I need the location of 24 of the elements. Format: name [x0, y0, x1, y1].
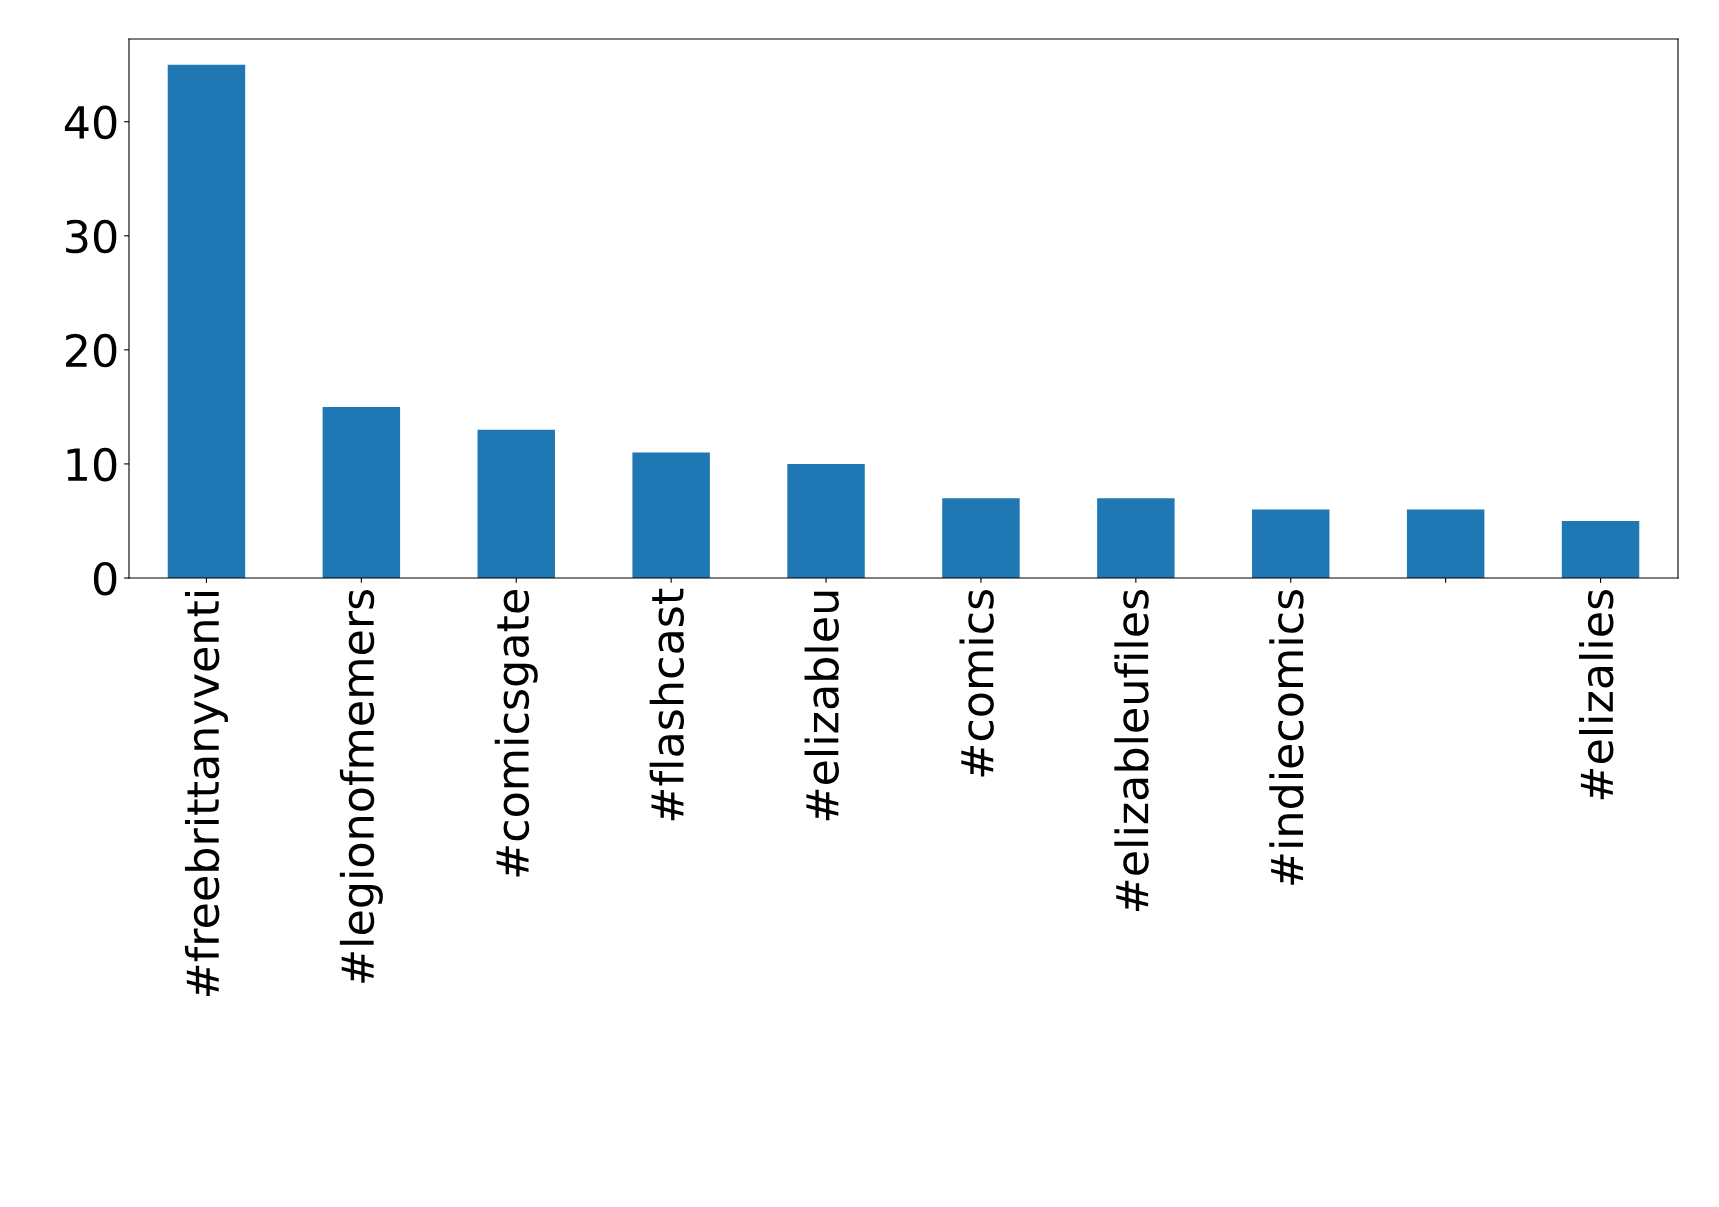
x-tick-label: #comics: [959, 589, 994, 777]
x-tick-label: #comicsgate: [494, 590, 538, 877]
x-tick-label: #elizableufiles: [1114, 589, 1149, 912]
y-tick-label: 30: [66, 219, 117, 254]
bar: [942, 498, 1020, 578]
y-tick-label: 0: [93, 561, 117, 596]
x-tick-label: #elizalies: [1579, 589, 1614, 800]
y-tick-label: 40: [64, 105, 117, 140]
x-tick-label: #elizableu: [804, 591, 839, 821]
bar: [167, 64, 246, 578]
x-tick-label: #legionofmemers: [339, 589, 383, 983]
bar: [632, 452, 710, 578]
bar: [787, 463, 865, 578]
bar: [1406, 509, 1485, 578]
y-tick-label: 20: [65, 333, 117, 368]
bar: [477, 429, 555, 578]
y-tick-label: 10: [67, 447, 117, 482]
bar: [322, 406, 401, 578]
bar: [1252, 509, 1330, 578]
x-tick-label: #flashcast: [649, 588, 685, 821]
bar: [1097, 498, 1175, 578]
x-tick-label: #freebrittanyventi: [184, 591, 228, 997]
x-tick-label: #indiecomics: [1269, 589, 1304, 885]
bar: [1561, 520, 1640, 578]
